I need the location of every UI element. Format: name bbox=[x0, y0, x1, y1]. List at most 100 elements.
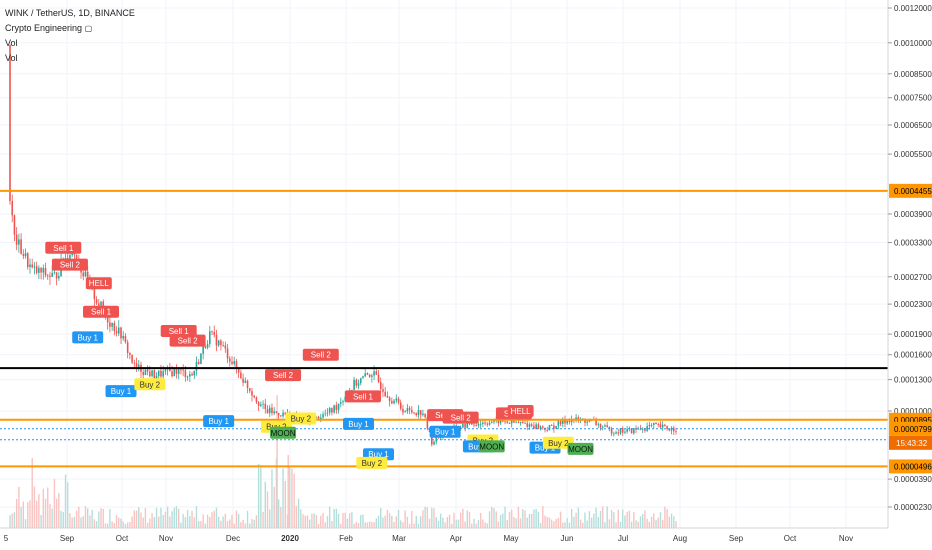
volume-bar bbox=[309, 519, 311, 528]
candle-body bbox=[464, 424, 466, 428]
volume-bar bbox=[175, 506, 178, 528]
volume-bar bbox=[444, 522, 446, 528]
candle-body bbox=[566, 420, 569, 424]
candle-body bbox=[337, 403, 340, 410]
volume-bar bbox=[58, 493, 60, 528]
volume-bar bbox=[231, 514, 233, 528]
volume-bar bbox=[222, 516, 224, 528]
volume-bar bbox=[293, 473, 295, 528]
volume-bar bbox=[666, 509, 668, 528]
volume-bar bbox=[428, 518, 431, 528]
volume-bar bbox=[397, 509, 400, 528]
candle-body bbox=[109, 322, 111, 327]
volume-bar bbox=[519, 518, 522, 528]
candle-body bbox=[411, 409, 413, 413]
volume-bar bbox=[71, 517, 73, 528]
volume-bar bbox=[517, 506, 520, 528]
volume-bar bbox=[393, 522, 395, 528]
volume-bar bbox=[506, 519, 508, 528]
volume-bar bbox=[200, 520, 202, 528]
candle-body bbox=[653, 423, 655, 425]
volume-bar bbox=[413, 523, 415, 528]
volume-bar bbox=[251, 518, 253, 528]
volume-bar bbox=[579, 519, 582, 528]
volume-bar bbox=[260, 465, 262, 528]
volume-bar bbox=[302, 514, 304, 528]
volume-bar bbox=[262, 511, 264, 528]
candle-body bbox=[33, 266, 36, 268]
candle-body bbox=[282, 412, 284, 417]
candle-body bbox=[586, 421, 588, 423]
candle-body bbox=[244, 380, 247, 383]
price-axis-label: 0.0010000 bbox=[894, 39, 932, 48]
candle-body bbox=[106, 315, 109, 323]
volume-bar bbox=[84, 506, 87, 528]
candle-body bbox=[326, 412, 329, 414]
countdown-label: 15:43:32 bbox=[896, 439, 928, 448]
volume-bar bbox=[87, 508, 89, 528]
volume-bar bbox=[644, 510, 646, 528]
signal-label-text: HELL bbox=[511, 407, 532, 416]
volume-bar bbox=[160, 507, 162, 528]
volume-bar bbox=[115, 515, 118, 528]
candle-body bbox=[648, 425, 651, 427]
candle-body bbox=[670, 427, 673, 431]
candle-body bbox=[490, 421, 493, 423]
signal-label-sell bbox=[83, 305, 120, 318]
candle-body bbox=[273, 411, 275, 414]
signal-label-text: Sell 2 bbox=[311, 351, 332, 360]
signal-label-text: MOON bbox=[271, 429, 296, 438]
signal-label-text: Buy 2 bbox=[140, 380, 161, 389]
signal-label-text: Buy 1 bbox=[208, 417, 229, 426]
volume-bar bbox=[659, 512, 662, 528]
candle-body bbox=[277, 412, 280, 416]
volume-bar bbox=[220, 520, 222, 528]
candle-body bbox=[335, 405, 338, 410]
price-axis-highlight-label: 0.0000799 bbox=[894, 425, 932, 434]
volume-bar bbox=[171, 511, 173, 528]
candle-body bbox=[15, 234, 18, 245]
candle-body bbox=[659, 424, 662, 428]
volume-bar bbox=[131, 516, 133, 528]
candle-body bbox=[328, 408, 331, 413]
candle-body bbox=[597, 423, 600, 425]
candle-body bbox=[126, 342, 129, 353]
candle-body bbox=[555, 426, 557, 429]
volume-bar bbox=[31, 458, 33, 528]
volume-bar bbox=[182, 514, 184, 528]
candle-body bbox=[433, 441, 435, 445]
volume-bar bbox=[670, 513, 673, 528]
volume-bar bbox=[473, 518, 475, 528]
time-axis-label: Jul bbox=[618, 534, 628, 543]
price-axis-label: 0.0001600 bbox=[894, 351, 932, 360]
volume-bar bbox=[51, 508, 53, 528]
candle-body bbox=[264, 403, 267, 410]
candle-body bbox=[366, 373, 369, 375]
candle-body bbox=[46, 275, 49, 277]
volume-bar bbox=[562, 522, 564, 528]
volume-bar bbox=[297, 498, 300, 528]
candle-body bbox=[111, 322, 113, 327]
candle-body bbox=[342, 401, 344, 403]
volume-bar bbox=[380, 507, 382, 528]
candle-body bbox=[601, 426, 604, 428]
volume-bar bbox=[495, 511, 497, 528]
volume-bar bbox=[593, 513, 595, 528]
volume-bar bbox=[118, 517, 120, 528]
signal-label-text: Sell 1 bbox=[53, 244, 74, 253]
volume-bar bbox=[78, 506, 80, 528]
candle-body bbox=[364, 373, 366, 377]
volume-bar bbox=[138, 507, 140, 528]
candle-body bbox=[262, 403, 264, 405]
signal-label-text: Buy 2 bbox=[362, 459, 383, 468]
candle-body bbox=[424, 413, 426, 418]
volume-bar bbox=[173, 507, 175, 528]
volume-bar bbox=[582, 522, 584, 528]
volume-bar bbox=[613, 512, 615, 528]
candle-body bbox=[266, 409, 269, 414]
volume-bar bbox=[508, 511, 511, 528]
volume-bar bbox=[646, 518, 648, 528]
candle-body bbox=[393, 400, 395, 404]
candle-body bbox=[559, 421, 562, 424]
